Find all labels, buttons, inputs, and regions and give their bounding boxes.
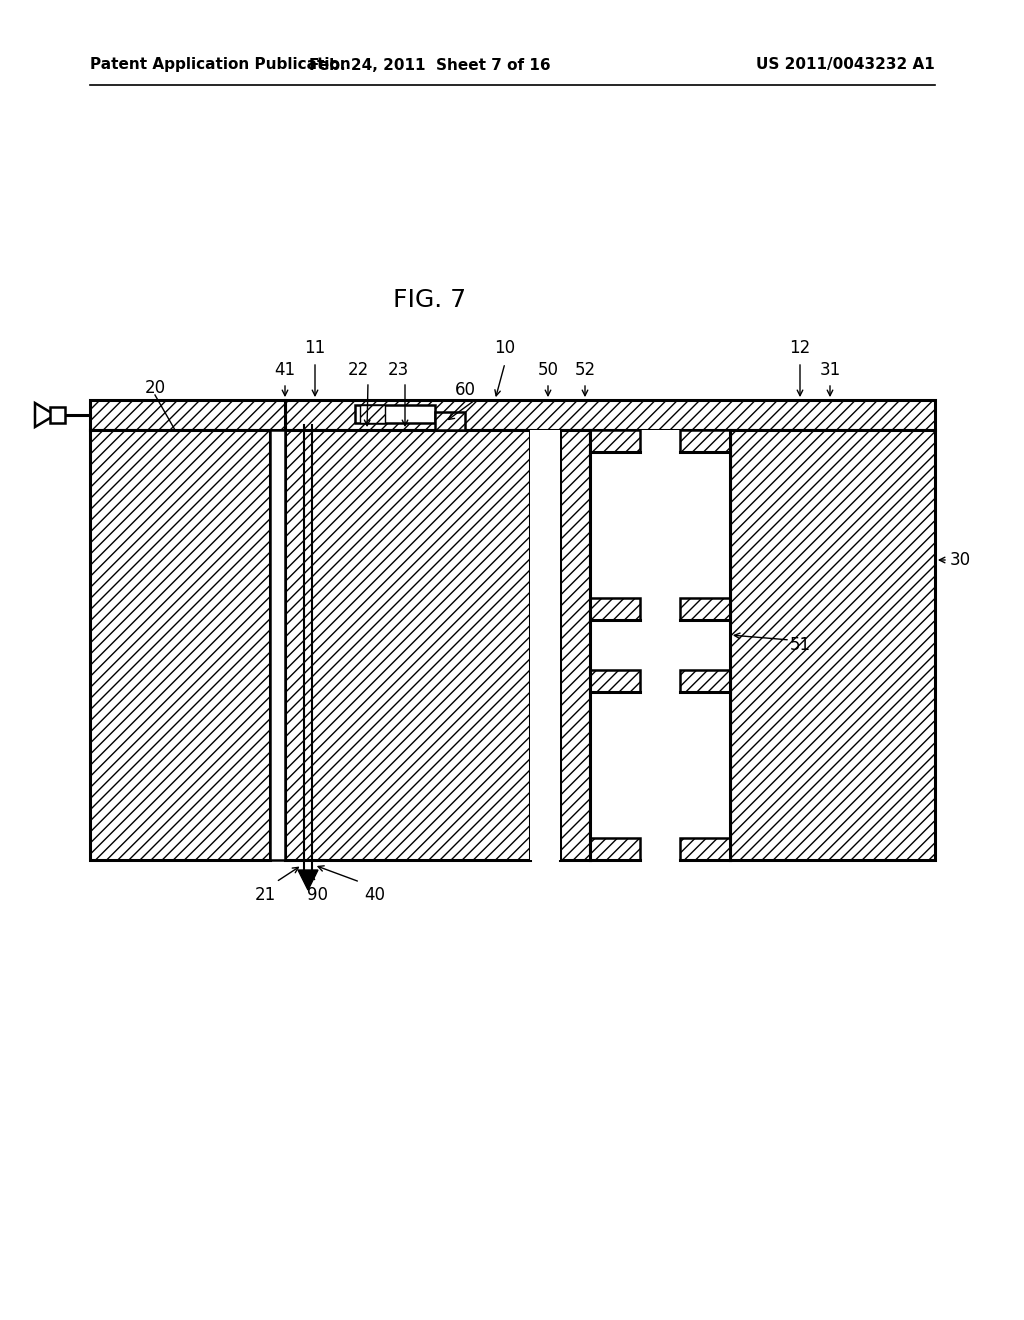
Text: 11: 11	[304, 339, 326, 356]
Text: 12: 12	[790, 339, 811, 356]
Bar	[590, 671, 730, 861]
Text: 30: 30	[949, 550, 971, 569]
Bar	[590, 430, 730, 620]
Bar	[590, 430, 640, 451]
Bar	[50, 407, 65, 422]
Text: 22: 22	[347, 360, 369, 379]
Text: 40: 40	[365, 886, 385, 904]
Text: 10: 10	[495, 339, 515, 356]
Bar	[560, 430, 590, 861]
Bar	[680, 430, 730, 451]
Bar	[590, 598, 640, 620]
Bar	[90, 400, 285, 430]
Text: 90: 90	[307, 886, 329, 904]
Bar	[590, 838, 640, 861]
Text: 21: 21	[254, 886, 275, 904]
Bar	[360, 405, 385, 422]
Bar	[530, 430, 560, 861]
Text: 60: 60	[455, 381, 475, 399]
Bar	[285, 430, 530, 861]
Text: US 2011/0043232 A1: US 2011/0043232 A1	[757, 58, 935, 73]
Bar	[680, 671, 730, 692]
Bar	[270, 430, 285, 861]
Text: 20: 20	[144, 379, 166, 397]
Bar	[90, 430, 270, 861]
Bar	[590, 671, 640, 692]
Text: 50: 50	[538, 360, 558, 379]
Text: 23: 23	[387, 360, 409, 379]
Bar	[680, 598, 730, 620]
Text: 41: 41	[274, 360, 296, 379]
Bar	[680, 838, 730, 861]
Text: Patent Application Publication: Patent Application Publication	[90, 58, 351, 73]
Text: FIG. 7: FIG. 7	[393, 288, 467, 312]
Bar	[355, 405, 435, 422]
Bar	[285, 400, 935, 430]
Bar	[435, 412, 465, 430]
Text: 51: 51	[790, 636, 811, 653]
Text: 52: 52	[574, 360, 596, 379]
Text: Feb. 24, 2011  Sheet 7 of 16: Feb. 24, 2011 Sheet 7 of 16	[309, 58, 551, 73]
Polygon shape	[298, 870, 318, 890]
Bar	[730, 430, 935, 861]
Text: 31: 31	[819, 360, 841, 379]
Polygon shape	[35, 403, 55, 426]
